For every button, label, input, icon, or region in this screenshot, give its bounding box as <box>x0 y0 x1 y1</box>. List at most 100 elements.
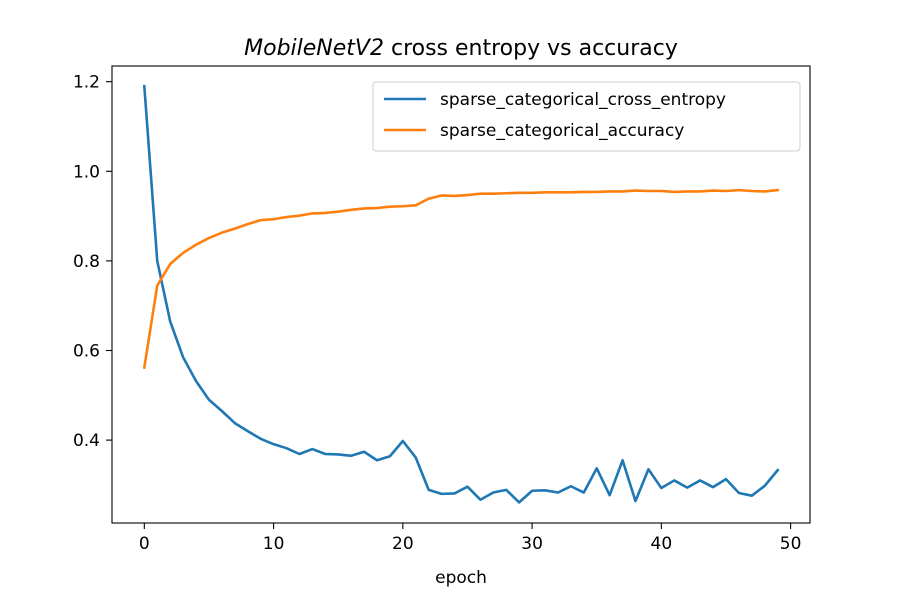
data-point <box>285 446 289 450</box>
data-point <box>285 215 289 219</box>
data-point <box>168 319 172 323</box>
data-point <box>375 206 379 210</box>
data-point <box>362 206 366 210</box>
data-point <box>608 493 612 497</box>
data-point <box>685 189 689 193</box>
data-point <box>763 189 767 193</box>
data-point <box>427 488 431 492</box>
data-point <box>737 491 741 495</box>
data-point <box>582 190 586 194</box>
data-point <box>155 284 159 288</box>
data-point <box>336 210 340 214</box>
chart-title: MobileNetV2 cross entropy vs accuracy <box>112 36 810 61</box>
legend-frame <box>372 81 801 152</box>
x-tick-label: 50 <box>780 534 802 554</box>
data-point <box>763 484 767 488</box>
data-point <box>750 189 754 193</box>
x-tick-label: 30 <box>521 534 543 554</box>
data-point <box>711 189 715 193</box>
data-point <box>401 204 405 208</box>
data-point <box>478 192 482 196</box>
x-tick-label: 10 <box>263 534 285 554</box>
data-point <box>220 231 224 235</box>
data-point <box>142 84 146 88</box>
data-point <box>634 189 638 193</box>
data-point <box>491 491 495 495</box>
data-point <box>491 192 495 196</box>
y-axis: 0.4 0.6 0.8 1.0 1.2 <box>73 73 112 451</box>
data-point <box>698 478 702 482</box>
data-point <box>530 191 534 195</box>
data-point <box>181 251 185 255</box>
data-point <box>155 259 159 263</box>
data-point <box>453 491 457 495</box>
plot-frame <box>111 65 811 524</box>
data-point <box>685 486 689 490</box>
axes-layer <box>111 65 811 524</box>
data-point <box>724 189 728 193</box>
data-point <box>414 456 418 460</box>
data-point <box>401 439 405 443</box>
data-point <box>595 466 599 470</box>
data-point <box>517 500 521 504</box>
data-point <box>220 409 224 413</box>
chart-title-rest: cross entropy vs accuracy <box>383 36 678 61</box>
data-point <box>582 491 586 495</box>
data-point <box>737 188 741 192</box>
data-point <box>465 485 469 489</box>
data-point <box>608 189 612 193</box>
legend: sparse_categorical_cross_entropy sparse_… <box>372 81 801 152</box>
data-point <box>453 194 457 198</box>
legend-label-cross-entropy: sparse_categorical_cross_entropy <box>440 90 726 110</box>
data-point <box>569 190 573 194</box>
data-point <box>672 478 676 482</box>
data-point <box>478 498 482 502</box>
data-point <box>310 211 314 215</box>
y-tick-label: 0.8 <box>73 252 100 272</box>
data-point <box>349 208 353 212</box>
data-point <box>698 189 702 193</box>
data-point <box>194 379 198 383</box>
data-point <box>776 468 780 472</box>
y-tick-label: 0.6 <box>73 342 100 362</box>
data-point <box>621 458 625 462</box>
data-point <box>440 193 444 197</box>
series-line-0 <box>142 84 780 504</box>
chart-title-italic: MobileNetV2 <box>244 36 384 61</box>
data-point <box>181 355 185 359</box>
data-point <box>569 484 573 488</box>
data-point <box>336 452 340 456</box>
data-point <box>595 190 599 194</box>
data-point <box>659 486 663 490</box>
data-point <box>543 488 547 492</box>
data-point <box>556 491 560 495</box>
data-point <box>142 366 146 370</box>
y-tick-label: 1.2 <box>73 73 100 93</box>
data-point <box>543 190 547 194</box>
data-point <box>646 189 650 193</box>
data-point <box>297 452 301 456</box>
x-tick-label: 0 <box>139 534 150 554</box>
data-point <box>724 477 728 481</box>
data-point <box>672 190 676 194</box>
data-point <box>323 211 327 215</box>
data-point <box>323 452 327 456</box>
data-point <box>349 454 353 458</box>
data-point <box>272 217 276 221</box>
data-point <box>556 190 560 194</box>
data-point <box>504 488 508 492</box>
data-point <box>194 243 198 247</box>
x-axis: 0 10 20 30 40 50 <box>139 523 802 554</box>
data-point <box>272 442 276 446</box>
data-point <box>750 494 754 498</box>
data-point <box>259 437 263 441</box>
data-point <box>504 191 508 195</box>
x-tick-label: 20 <box>392 534 414 554</box>
data-point <box>362 450 366 454</box>
data-point <box>233 227 237 231</box>
data-point <box>440 492 444 496</box>
data-point <box>646 467 650 471</box>
data-point <box>621 189 625 193</box>
data-point <box>414 203 418 207</box>
